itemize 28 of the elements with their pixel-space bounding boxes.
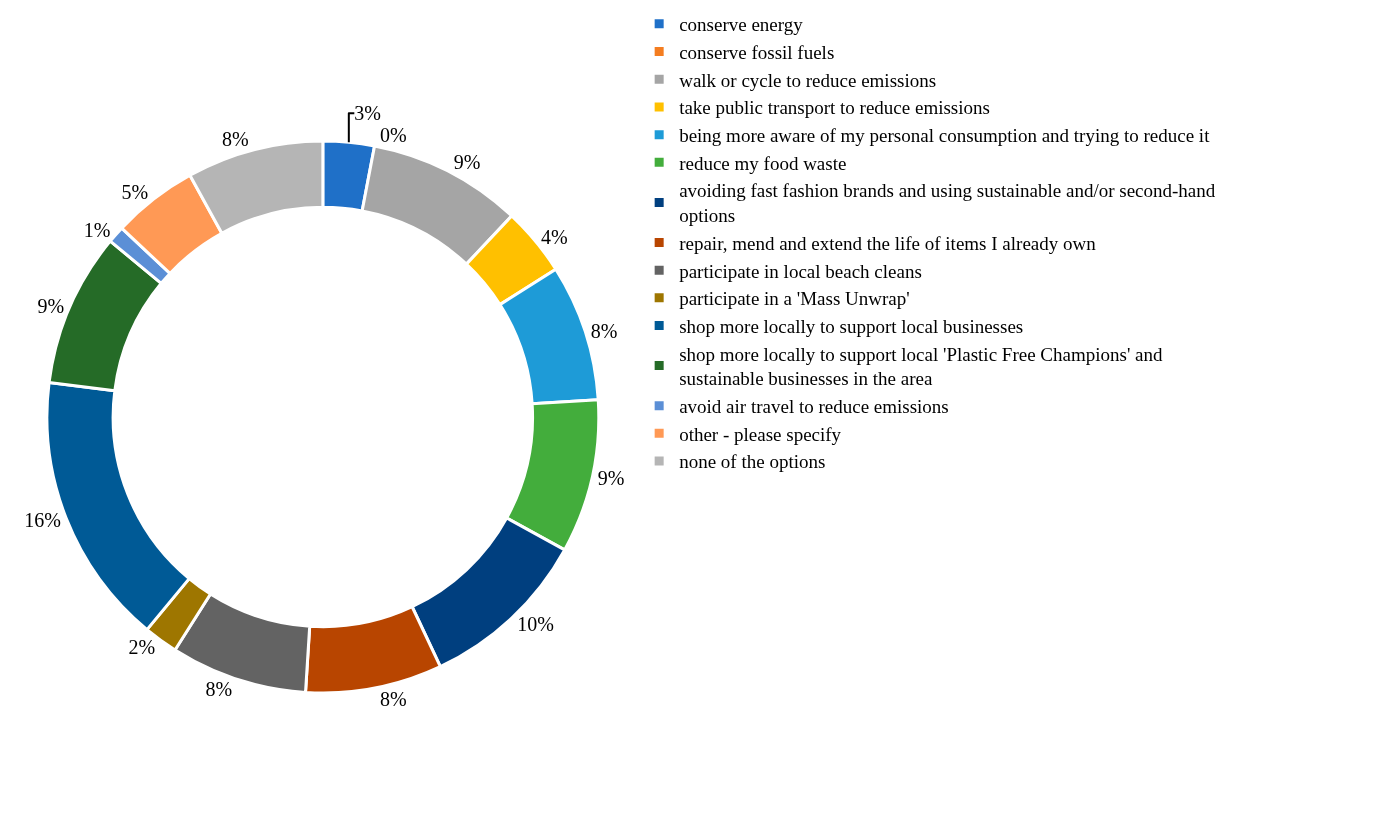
data-label: 9% (597, 466, 625, 489)
data-label: 2% (128, 636, 156, 659)
data-label: 8% (222, 128, 249, 151)
legend-label: none of the options (679, 451, 826, 473)
data-label: 8% (590, 319, 618, 342)
legend-label: participate in a 'Mass Unwrap' (679, 288, 910, 310)
legend-label: other - please specify (679, 423, 842, 445)
legend-label: shop more locally to support local businesses (679, 315, 1024, 337)
legend-label: conserve energy (679, 14, 804, 36)
data-label: 8% (380, 687, 407, 710)
data-label: 8% (205, 678, 233, 701)
legend-label: reduce my food waste (679, 152, 847, 174)
legend-label: conserve fossil fuels (679, 41, 835, 63)
data-label: 5% (121, 181, 149, 204)
legend-label: participate in local beach cleans (679, 260, 922, 282)
legend-label: repair, mend and extend the life of items I already own (679, 232, 1097, 254)
data-label: 16% (24, 509, 61, 532)
data-label: 10% (517, 612, 554, 635)
data-label: 9% (453, 151, 481, 174)
legend-label: avoid air travel to reduce emissions (679, 396, 949, 418)
data-label: 4% (540, 225, 568, 248)
data-label: 9% (37, 294, 65, 317)
legend-label: take public transport to reduce emissions (679, 97, 990, 119)
legend-label: walk or cycle to reduce emissions (679, 69, 937, 91)
text: 0% (380, 124, 407, 147)
data-label: 1% (83, 218, 111, 241)
legend-label: being more aware of my personal consumption and trying to reduce it (679, 125, 1211, 147)
data-label: 3% (354, 102, 381, 125)
